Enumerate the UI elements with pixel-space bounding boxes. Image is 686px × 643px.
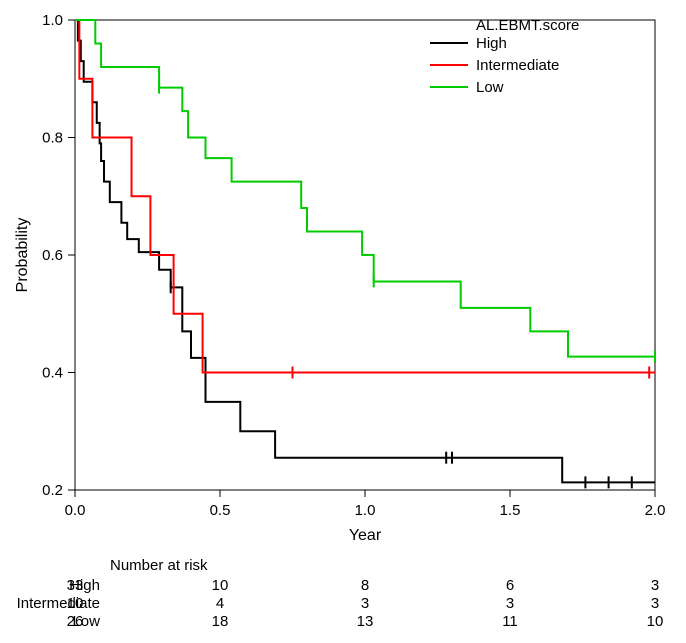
risk-row-label: Intermediate — [17, 595, 100, 612]
risk-value: 18 — [212, 613, 229, 630]
risk-value: 10 — [212, 577, 229, 594]
y-tick-label: 1.0 — [42, 12, 63, 29]
y-tick-label: 0.4 — [42, 365, 63, 382]
risk-value: 3 — [361, 595, 369, 612]
risk-value: 6 — [506, 577, 514, 594]
x-tick-label: 0.0 — [65, 502, 86, 519]
risk-value: 11 — [502, 613, 518, 630]
risk-value: 13 — [357, 613, 374, 630]
y-axis-label: Probability — [14, 218, 31, 293]
legend-label: High — [476, 35, 507, 52]
y-tick-label: 0.2 — [42, 482, 63, 499]
x-tick-label: 0.5 — [210, 502, 231, 519]
x-tick-label: 1.5 — [500, 502, 521, 519]
y-tick-label: 0.8 — [42, 130, 63, 147]
risk-value: 3 — [651, 595, 659, 612]
risk-table-title: Number at risk — [110, 557, 208, 574]
risk-value: 26 — [67, 613, 84, 630]
y-tick-label: 0.6 — [42, 247, 63, 264]
risk-value: 33 — [67, 577, 84, 594]
legend-label: Intermediate — [476, 57, 559, 74]
km-curve-intermediate — [75, 20, 655, 373]
legend-title: AL.EBMT.score — [476, 17, 579, 34]
km-curve-low — [75, 20, 655, 357]
risk-value: 10 — [67, 595, 84, 612]
risk-value: 4 — [216, 595, 224, 612]
risk-value: 3 — [506, 595, 514, 612]
x-axis-label: Year — [349, 527, 382, 544]
x-tick-label: 2.0 — [645, 502, 666, 519]
km-chart: 0.0 0.5 1.0 1.5 2.0 0.2 0.4 0.6 0.8 1.0 Year Probab… — [0, 0, 686, 643]
km-curve-high — [75, 20, 655, 482]
legend-label: Low — [476, 79, 504, 96]
risk-value: 8 — [361, 577, 369, 594]
risk-value: 10 — [647, 613, 664, 630]
risk-value: 3 — [651, 577, 659, 594]
x-tick-label: 1.0 — [355, 502, 376, 519]
